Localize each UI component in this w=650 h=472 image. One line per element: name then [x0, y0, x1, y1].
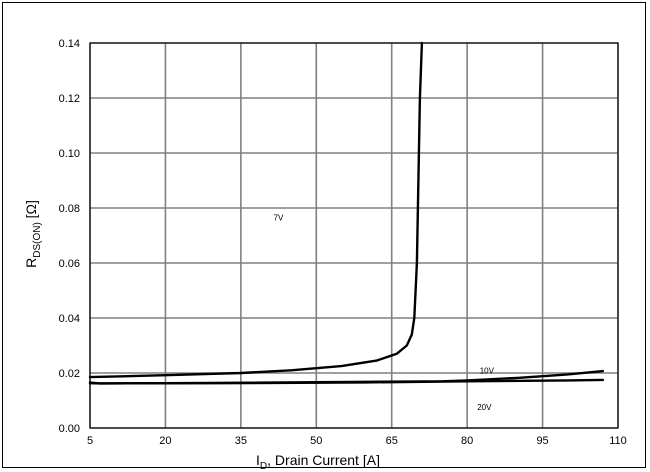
- x-axis-label: ID, Drain Current [A]: [256, 452, 380, 472]
- series: [88, 41, 605, 385]
- series-line-7V: [88, 41, 424, 379]
- x-tick-label: 20: [159, 435, 171, 447]
- x-tick-label: 35: [235, 435, 247, 447]
- x-tick-labels: 5 20 35 50 65 80 95 110: [87, 435, 627, 447]
- y-tick-labels: 0.00 0.02 0.04 0.06 0.08 0.10 0.12 0.14: [59, 38, 80, 435]
- y-tick-label: 0.08: [59, 203, 80, 215]
- x-tick-label: 95: [536, 435, 548, 447]
- annotations: 7V 10V 20V: [274, 213, 495, 412]
- y-tick-label: 0.12: [59, 93, 80, 105]
- grid: [89, 42, 619, 429]
- y-tick-label: 0.02: [59, 368, 80, 380]
- annotation-label: 7V: [274, 213, 284, 222]
- annotation-label: 10V: [480, 367, 495, 376]
- x-tick-label: 5: [87, 435, 93, 447]
- x-tick-label: 65: [386, 435, 398, 447]
- y-tick-label: 0.04: [59, 313, 80, 325]
- y-tick-label: 0.10: [59, 148, 80, 160]
- plot-area: [89, 42, 619, 429]
- x-tick-label: 110: [609, 435, 627, 447]
- annotation-label: 20V: [477, 403, 492, 412]
- y-tick-label: 0.14: [59, 38, 80, 50]
- chart-frame: [2, 2, 646, 468]
- y-axis-label: RDS(ON) [Ω]: [23, 200, 43, 268]
- y-tick-label: 0.06: [59, 258, 80, 270]
- series-line-20V: [88, 378, 605, 385]
- x-tick-label: 80: [461, 435, 473, 447]
- y-tick-label: 0.00: [59, 423, 80, 435]
- x-tick-label: 50: [310, 435, 322, 447]
